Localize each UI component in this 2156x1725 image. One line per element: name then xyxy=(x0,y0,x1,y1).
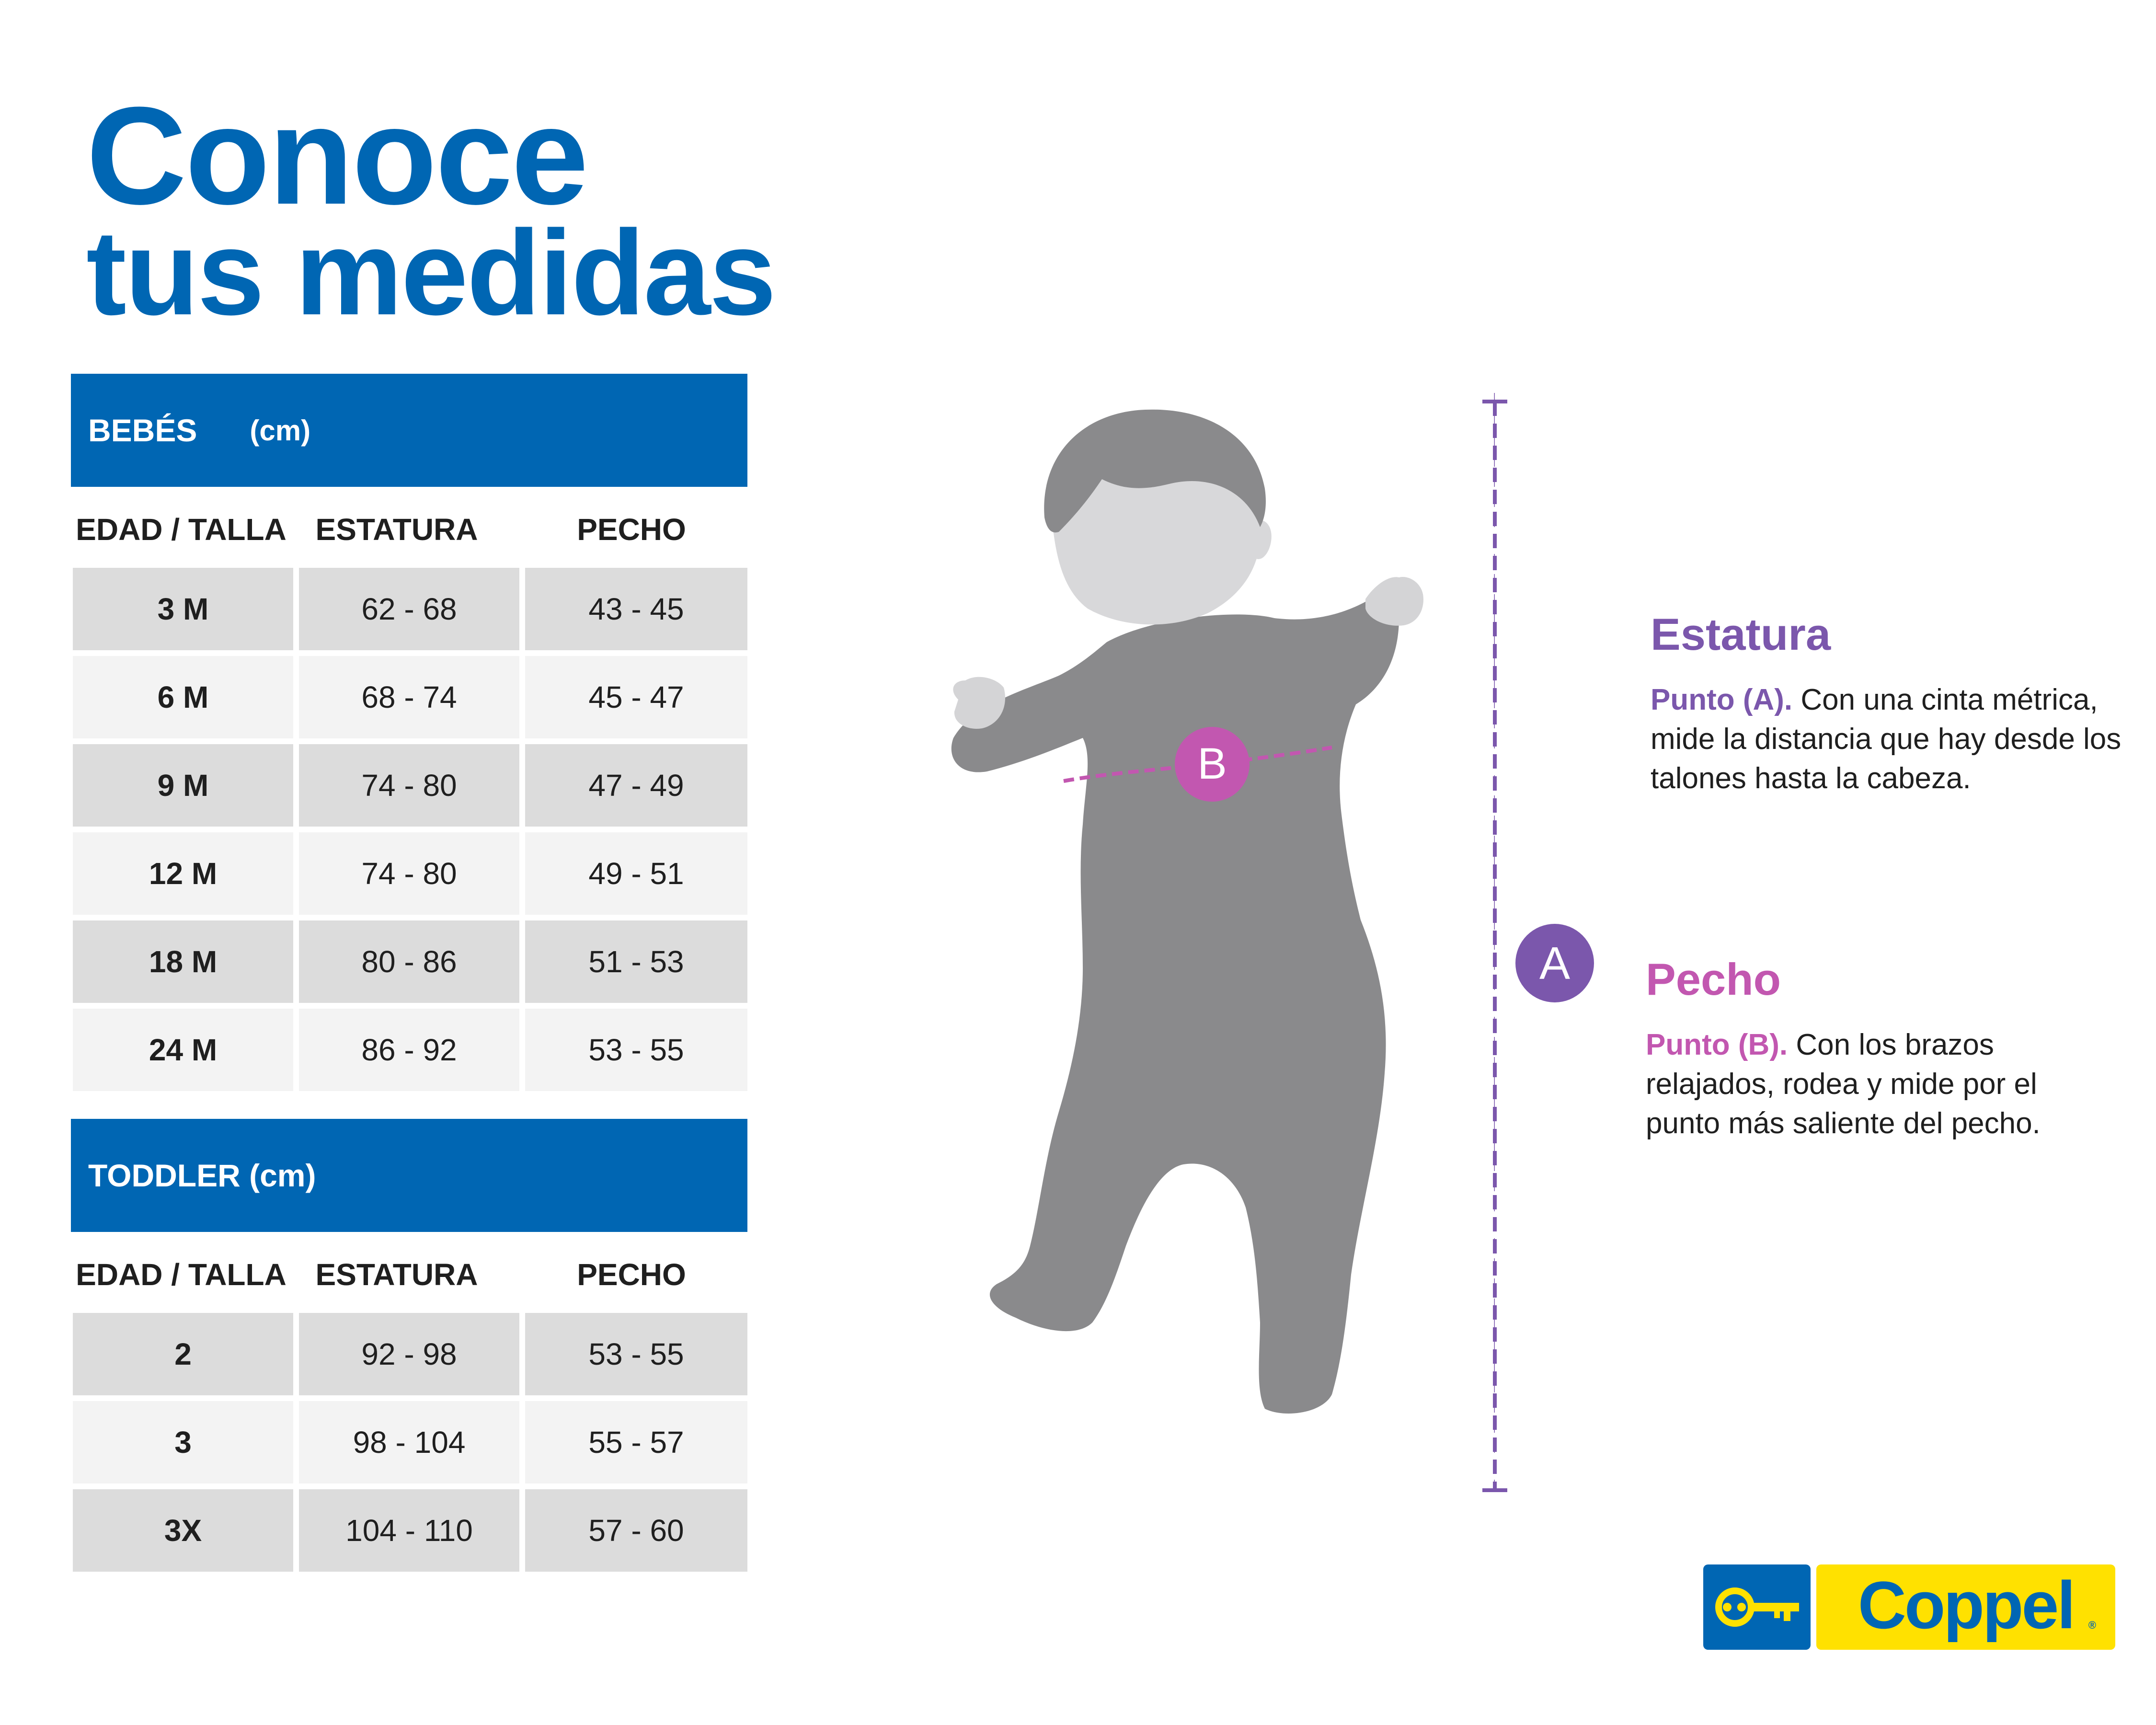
column-header-edad-talla: EDAD / TALLA xyxy=(76,1257,287,1292)
table-row: 3 M 62 - 68 43 - 45 xyxy=(73,568,747,650)
table-row: 18 M 80 - 86 51 - 53 xyxy=(73,920,747,1003)
cell-edad-talla: 3 xyxy=(73,1401,293,1484)
table-row: 24 M 86 - 92 53 - 55 xyxy=(73,1009,747,1091)
cell-edad-talla: 12 M xyxy=(73,832,293,915)
cell-edad-talla: 24 M xyxy=(73,1009,293,1091)
column-header-edad-talla: EDAD / TALLA xyxy=(76,512,287,547)
column-header-pecho: PECHO xyxy=(577,1257,686,1292)
cell-edad-talla: 2 xyxy=(73,1313,293,1395)
toddler-header-band: TODDLER (cm) xyxy=(71,1119,747,1232)
estatura-text: Con una cinta métrica, mide la distancia… xyxy=(1651,683,2122,795)
cell-pecho: 45 - 47 xyxy=(525,656,747,738)
cell-estatura: 98 - 104 xyxy=(299,1401,519,1484)
table-row: 2 92 - 98 53 - 55 xyxy=(73,1313,747,1395)
key-icon xyxy=(1703,1564,1811,1650)
baby-silhouette xyxy=(951,409,1423,1414)
cell-estatura: 62 - 68 xyxy=(299,568,519,650)
table-row: 9 M 74 - 80 47 - 49 xyxy=(73,744,747,827)
estatura-lead: Punto (A). xyxy=(1651,683,1793,716)
cell-estatura: 104 - 110 xyxy=(299,1489,519,1572)
pecho-lead: Punto (B). xyxy=(1646,1028,1788,1061)
cell-edad-talla: 18 M xyxy=(73,920,293,1003)
chest-measure-line xyxy=(1063,746,1332,783)
cell-pecho: 57 - 60 xyxy=(525,1489,747,1572)
baby-figure-illustration: B xyxy=(951,393,1495,1490)
pecho-description: Punto (B). Con los brazos relajados, rod… xyxy=(1646,1025,2077,1143)
cell-edad-talla: 9 M xyxy=(73,744,293,827)
cell-edad-talla: 6 M xyxy=(73,656,293,738)
table-row: 6 M 68 - 74 45 - 47 xyxy=(73,656,747,738)
toddler-title: TODDLER (cm) xyxy=(88,1158,316,1193)
toddler-table-body: 2 92 - 98 53 - 55 3 98 - 104 55 - 57 3X … xyxy=(73,1313,747,1577)
marker-b-circle xyxy=(1175,727,1250,802)
bebes-column-headers: EDAD / TALLA ESTATURA PECHO xyxy=(71,503,747,556)
cell-edad-talla: 3X xyxy=(73,1489,293,1572)
cell-edad-talla: 3 M xyxy=(73,568,293,650)
bebes-table-body: 3 M 62 - 68 43 - 45 6 M 68 - 74 45 - 47 … xyxy=(73,568,747,1097)
column-header-estatura: ESTATURA xyxy=(315,512,478,547)
cell-estatura: 80 - 86 xyxy=(299,920,519,1003)
toddler-column-headers: EDAD / TALLA ESTATURA PECHO xyxy=(71,1248,747,1301)
marker-b-label: B xyxy=(1197,739,1227,788)
pecho-title: Pecho xyxy=(1646,954,1781,1004)
cell-pecho: 43 - 45 xyxy=(525,568,747,650)
cell-estatura: 86 - 92 xyxy=(299,1009,519,1091)
marker-a-circle xyxy=(1515,924,1594,1002)
brand-name: Coppel xyxy=(1858,1567,2076,1643)
title-line-1: Conoce xyxy=(86,78,588,233)
cell-pecho: 53 - 55 xyxy=(525,1009,747,1091)
estatura-description: Punto (A). Con una cinta métrica, mide l… xyxy=(1651,680,2130,798)
bebes-title: BEBÉS xyxy=(88,413,197,448)
cell-pecho: 53 - 55 xyxy=(525,1313,747,1395)
bebes-unit: (cm) xyxy=(250,414,311,447)
cell-estatura: 74 - 80 xyxy=(299,744,519,827)
cell-pecho: 51 - 53 xyxy=(525,920,747,1003)
cell-pecho: 47 - 49 xyxy=(525,744,747,827)
page-title: Conoce tus medidas xyxy=(86,78,776,340)
cell-pecho: 55 - 57 xyxy=(525,1401,747,1484)
estatura-title: Estatura xyxy=(1651,609,1831,659)
cell-pecho: 49 - 51 xyxy=(525,832,747,915)
table-row: 3 98 - 104 55 - 57 xyxy=(73,1401,747,1484)
column-header-estatura: ESTATURA xyxy=(315,1257,478,1292)
marker-a-label: A xyxy=(1539,938,1570,989)
coppel-logo: Coppel ® xyxy=(1703,1564,2115,1650)
coppel-wordmark: Coppel xyxy=(1816,1564,2115,1650)
table-row: 12 M 74 - 80 49 - 51 xyxy=(73,832,747,915)
marker-a: A xyxy=(1515,924,1594,1002)
cell-estatura: 92 - 98 xyxy=(299,1313,519,1395)
registered-mark: ® xyxy=(2088,1619,2096,1631)
column-header-pecho: PECHO xyxy=(577,512,686,547)
pecho-text: Con los brazos relajados, rodea y mide p… xyxy=(1646,1028,2041,1140)
height-ruler xyxy=(1482,400,1507,1492)
cell-estatura: 68 - 74 xyxy=(299,656,519,738)
title-line-2: tus medidas xyxy=(86,206,776,340)
table-row: 3X 104 - 110 57 - 60 xyxy=(73,1489,747,1572)
bebes-header-band: BEBÉS (cm) xyxy=(71,374,747,487)
cell-estatura: 74 - 80 xyxy=(299,832,519,915)
